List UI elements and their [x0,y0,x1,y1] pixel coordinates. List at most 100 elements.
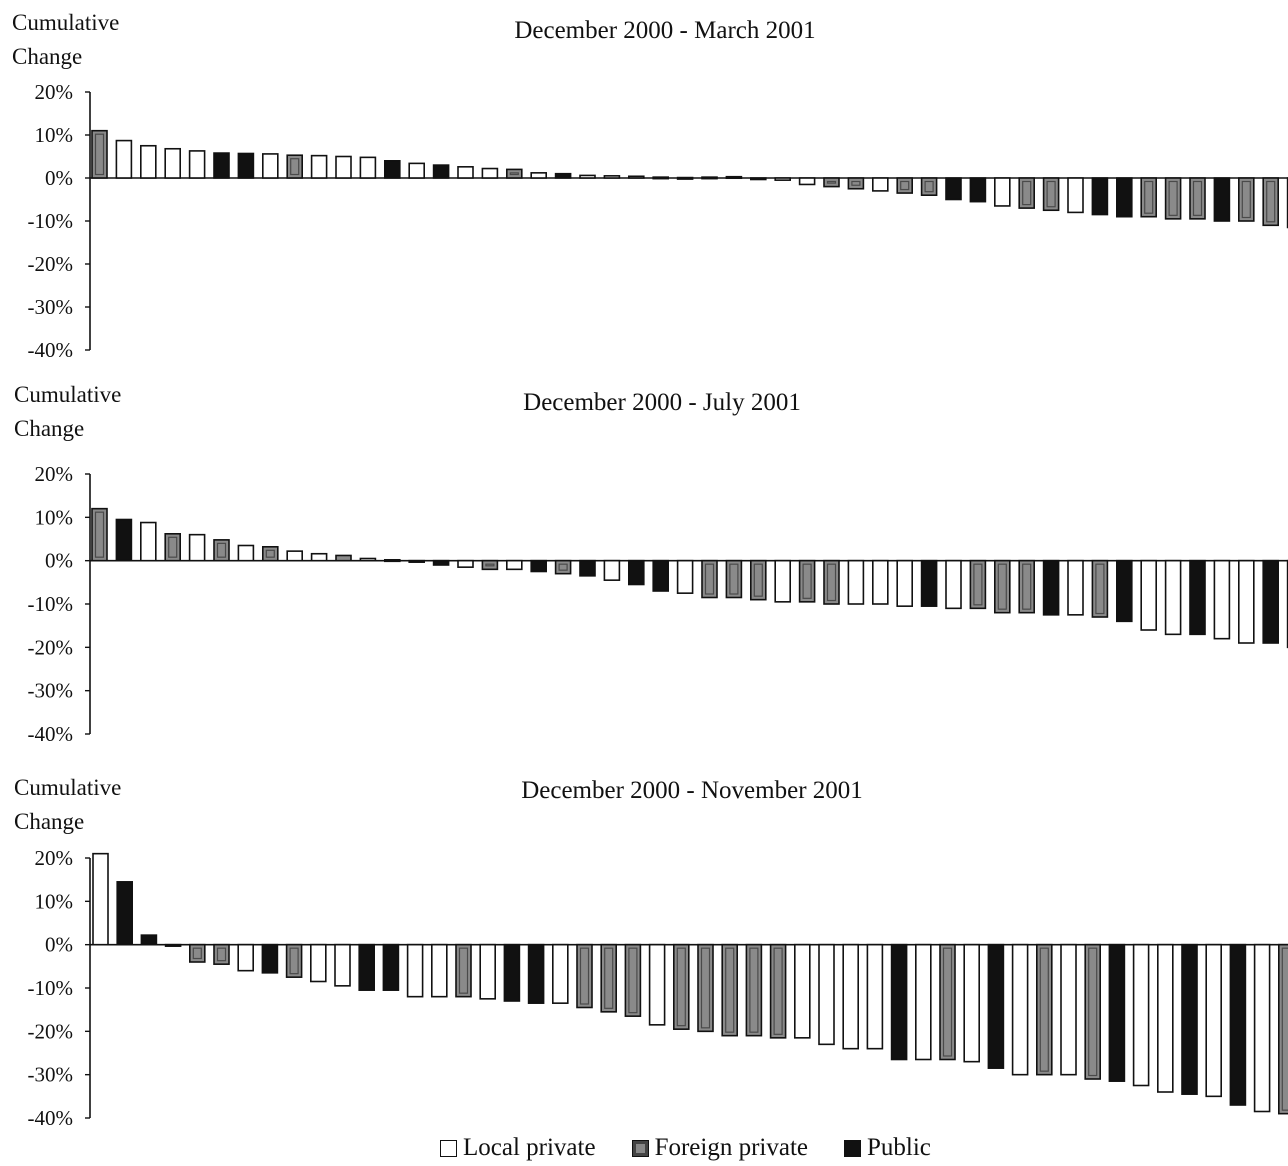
bar-foreign [697,943,714,1033]
bar-local [866,943,884,1050]
y-axis-label: Cumulative [14,382,121,407]
bar-local [1067,559,1084,616]
bar-local [430,943,448,998]
bar-foreign-inner-border [289,947,299,975]
bar-local [993,177,1011,207]
bar-foreign [1262,177,1279,227]
bar-foreign [91,507,108,562]
y-tick-label: 20% [35,80,74,104]
bar-foreign-inner-border [94,511,105,558]
bar-local [457,559,474,568]
y-tick-label: -40% [28,722,74,746]
y-tick-label: -30% [28,295,74,319]
y-tick-label: 20% [35,846,74,870]
y-tick-label: -20% [28,1019,74,1043]
bar-public [164,943,182,947]
bar-foreign [481,559,499,571]
bar-local [1213,559,1231,640]
bar-foreign-inner-border [485,563,495,567]
bar-local [335,155,352,179]
bar-local [505,559,523,571]
bar-local [310,154,328,179]
bar-foreign [189,943,206,963]
bar-foreign-inner-border [290,158,300,176]
y-tick-label: -40% [28,1106,74,1130]
bar-public [1116,177,1133,218]
bar-foreign-inner-border [753,563,763,597]
bar-public [652,559,670,592]
bar-local [140,521,157,562]
bar-foreign [823,177,840,188]
bar-foreign-inner-border [458,947,469,994]
bar-foreign-inner-border [216,542,227,558]
bar-foreign [847,177,865,190]
legend-swatch-foreign [631,1139,649,1157]
bar-public [503,943,521,1002]
bar-local [1132,943,1150,1087]
legend-swatch-local [440,1139,457,1157]
bar-public [1262,559,1279,644]
bar-public [261,943,279,974]
y-axis-label: Cumulative [12,10,119,35]
bar-local [1253,943,1271,1113]
bar-foreign [1091,559,1109,618]
bar-local [603,175,621,179]
y-tick-label: -10% [28,976,74,1000]
y-tick-label: -30% [28,1063,74,1087]
bar-public [530,559,548,573]
bar-local [140,144,157,179]
y-axis-label: Cumulative [14,775,121,800]
bar-local [530,172,548,179]
y-tick-label: -30% [28,679,74,703]
bar-local [406,943,424,998]
bar-public [1091,177,1109,216]
bar-local [847,559,865,605]
legend-item-public: Public [844,1134,931,1162]
bar-foreign-inner-border [749,947,759,1033]
bar-foreign-inner-border [900,180,910,191]
bar-local [115,139,133,179]
chart-panel-3: December 2000 - November 2001 Cumulative C… [14,775,1288,1130]
bar-foreign [969,559,987,610]
bar-public [1116,559,1133,623]
bar-foreign [455,943,472,998]
bar-local [963,943,981,1063]
bar-public [115,518,133,562]
y-tick-label: -20% [28,635,74,659]
bar-local [774,559,792,603]
bar-local [1140,559,1157,631]
bar-local [408,559,426,563]
bar-local [798,177,816,186]
y-tick-label: 10% [35,505,74,529]
bar-foreign-inner-border [1192,180,1203,216]
bar-public [116,881,133,946]
bar-public [987,943,1005,1069]
bar-foreign [576,943,593,1009]
y-tick-label: -10% [28,209,74,233]
bar-foreign [1018,177,1036,209]
bar-local [457,166,474,179]
bar-foreign-inner-border [558,563,568,571]
bar-foreign [600,943,618,1013]
bar-foreign [261,545,279,562]
bar-public [1213,177,1231,222]
bar-local [261,153,279,179]
bar-foreign-inner-border [509,172,519,176]
bar-local [1238,559,1255,644]
bar-public [920,559,938,607]
legend-label-local: Local private [463,1134,596,1161]
chart-title: December 2000 - November 2001 [521,777,863,804]
bar-foreign [1084,943,1101,1080]
bar-local [479,943,497,1000]
bar-foreign-inner-border [216,947,227,962]
bar-public [725,175,743,180]
legend-item-local: Local private [440,1134,596,1162]
bar-foreign [1036,943,1053,1076]
legend-item-foreign: Foreign private [631,1134,808,1162]
bar-local [164,147,181,179]
bar-foreign [725,559,743,599]
bar-foreign-inner-border [826,180,837,184]
bar-public [945,177,962,201]
chart-panel-1: December 2000 - March 2001 Cumulative Chan… [12,10,1288,362]
